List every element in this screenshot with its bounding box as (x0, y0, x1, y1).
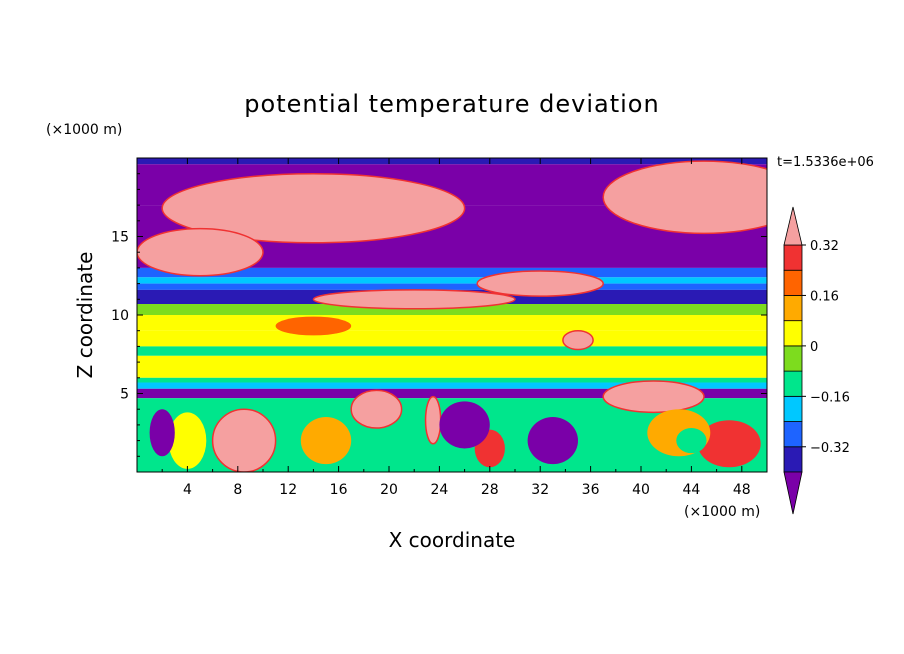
time-label: t=1.5336e+06 (777, 155, 874, 170)
colorbar-segment-0 (783, 446, 803, 473)
x-tick-label-11: 48 (733, 482, 751, 498)
x-tick-label-9: 40 (632, 482, 650, 498)
colorbar-label-0: 0.32 (810, 239, 839, 254)
contour-band-9 (137, 330, 767, 347)
x-tick-label-7: 32 (531, 482, 549, 498)
contour-blob-8 (211, 408, 277, 472)
y-axis-label: Z coordinate (73, 252, 97, 379)
x-tick-label-1: 8 (233, 482, 242, 498)
y-tick-label-0: 5 (120, 387, 129, 403)
colorbar-segment-3 (783, 370, 803, 397)
x-axis-ticks: 4 8 12 16 20 24 28 32 36 40 44 48 (161, 158, 751, 498)
contour-band-14 (137, 388, 767, 399)
x-tick-label-4: 20 (380, 482, 398, 498)
contour-blob-14 (300, 417, 352, 465)
contour-blob-18 (676, 428, 707, 454)
contour-blob-5 (275, 316, 352, 336)
contour-blob-12 (697, 420, 761, 468)
colorbar-segment-8 (783, 244, 803, 271)
contour-blob-6 (562, 329, 594, 351)
plot-area (137, 158, 767, 472)
y-unit-label: (×1000 m) (46, 122, 122, 138)
contour-blob-3 (312, 289, 516, 310)
colorbar-segment-6 (783, 295, 803, 322)
contour-blob-2 (602, 160, 767, 235)
colorbar-label-3: −0.16 (810, 390, 850, 405)
x-tick-label-0: 4 (183, 482, 192, 498)
contour-band-7 (137, 304, 767, 315)
colorbar-bottom-triangle (783, 471, 803, 515)
contour-blob-17 (439, 401, 490, 449)
x-tick-label-10: 44 (682, 482, 700, 498)
colorbar-label-2: 0 (810, 340, 818, 355)
colorbar-segment-1 (783, 421, 803, 448)
colorbar-label-4: −0.32 (810, 441, 850, 456)
contour-blob-7 (602, 380, 705, 414)
contour-blob-10 (424, 395, 442, 445)
contour-band-3 (137, 267, 767, 278)
contour-band-11 (137, 355, 767, 378)
contour-band-13 (137, 382, 767, 389)
x-tick-label-3: 16 (330, 482, 348, 498)
contour-blob-19 (149, 409, 175, 457)
y-tick-label-1: 10 (111, 308, 129, 324)
y-axis-ticks: 5 10 15 (111, 173, 767, 457)
chart-title: potential temperature deviation (244, 90, 659, 118)
x-unit-label: (×1000 m) (684, 504, 760, 520)
contour-blob-16 (527, 417, 578, 465)
contour-blob-4 (476, 270, 604, 297)
colorbar-top-triangle (783, 206, 803, 246)
colorbar-segment-5 (783, 320, 803, 347)
colorbar-segment-4 (783, 345, 803, 372)
y-tick-label-2: 15 (111, 230, 129, 246)
x-axis-label: X coordinate (389, 528, 516, 552)
contour-band-8 (137, 315, 767, 331)
contour-band-10 (137, 346, 767, 356)
x-tick-label-6: 28 (481, 482, 499, 498)
colorbar-segment-2 (783, 395, 803, 422)
contour-band-4 (137, 277, 767, 284)
contour-blob-0 (161, 172, 466, 244)
contour-band-12 (137, 377, 767, 383)
contour-band-5 (137, 283, 767, 290)
contour-band-0 (137, 158, 767, 165)
contour-blob-15 (168, 412, 207, 469)
x-tick-label-2: 12 (279, 482, 297, 498)
blobs-layer (137, 160, 767, 472)
x-tick-label-5: 24 (430, 482, 448, 498)
contour-blob-1 (137, 227, 264, 277)
colorbar-segment-7 (783, 269, 803, 296)
x-tick-label-8: 36 (582, 482, 600, 498)
colorbar: 0.32 0.16 0 −0.16 −0.32 (783, 206, 850, 515)
contour-blob-9 (350, 389, 403, 429)
colorbar-label-1: 0.16 (810, 289, 839, 304)
